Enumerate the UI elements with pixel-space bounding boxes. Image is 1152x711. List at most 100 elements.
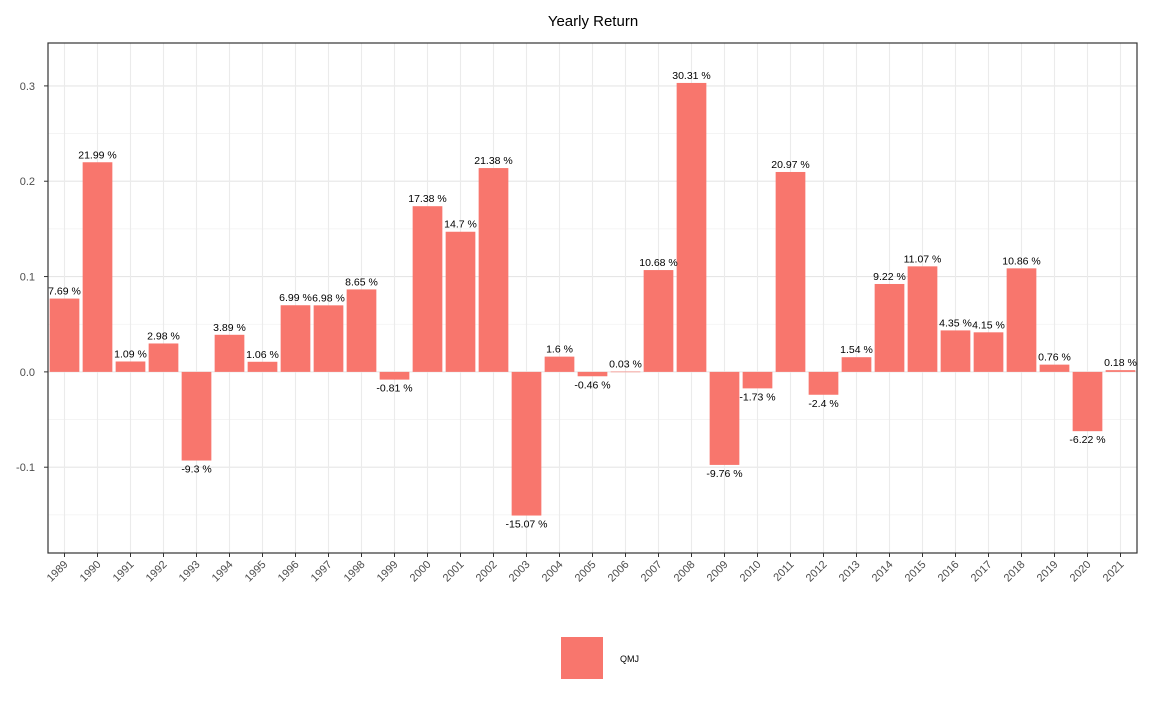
x-tick-label-2016: 2016 bbox=[936, 559, 962, 585]
data-label-1994: 3.89 % bbox=[213, 322, 246, 334]
grid-lines bbox=[48, 43, 1137, 553]
x-tick-label-2008: 2008 bbox=[672, 559, 698, 585]
bar-2013 bbox=[841, 357, 872, 372]
legend: QMJ bbox=[561, 637, 639, 679]
data-labels: 7.69 % 21.99 % 1.09 %2.98 % -9.3 % 3.89 % 1.0… bbox=[48, 70, 1137, 531]
x-tick-label-2021: 2021 bbox=[1101, 559, 1127, 585]
x-tick-label-1996: 1996 bbox=[276, 559, 302, 585]
x-tick-label-1991: 1991 bbox=[111, 559, 137, 585]
x-tick-label-2004: 2004 bbox=[540, 559, 566, 585]
data-label-2015: 11.07 % bbox=[904, 253, 942, 265]
data-label-2021: 0.18 % bbox=[1104, 357, 1137, 369]
bar-2018 bbox=[1006, 268, 1037, 372]
x-tick-label-2014: 2014 bbox=[870, 559, 896, 585]
bar-1998 bbox=[346, 289, 377, 372]
x-tick-label-2006: 2006 bbox=[606, 559, 632, 585]
data-label-2000: 17.38 % bbox=[408, 193, 447, 205]
data-label-2014: 9.22 % bbox=[873, 271, 906, 283]
x-tick-label-2017: 2017 bbox=[969, 559, 995, 585]
bar-2002 bbox=[478, 168, 509, 372]
bar-2017 bbox=[973, 332, 1004, 372]
bar-2021 bbox=[1105, 370, 1136, 372]
bar-series bbox=[49, 82, 1136, 516]
legend-key-qmj bbox=[561, 637, 603, 679]
bar-2019 bbox=[1039, 364, 1070, 372]
x-tick-label-2007: 2007 bbox=[639, 559, 665, 585]
data-label-2002: 21.38 % bbox=[474, 155, 513, 167]
y-tick-label: 0.2 bbox=[20, 176, 35, 188]
x-tick-label-2005: 2005 bbox=[573, 559, 599, 585]
data-label-1989: 7.69 % bbox=[48, 286, 81, 298]
bar-1991 bbox=[115, 361, 146, 372]
x-tick-label-2012: 2012 bbox=[804, 559, 830, 585]
data-label-1997: 6.98 % bbox=[312, 292, 345, 304]
x-tick-label-2001: 2001 bbox=[441, 559, 467, 585]
bar-2015 bbox=[907, 266, 938, 372]
bar-2011 bbox=[775, 171, 806, 372]
x-tick-label-1999: 1999 bbox=[375, 559, 401, 585]
bar-1989 bbox=[49, 298, 80, 372]
x-tick-label-2015: 2015 bbox=[903, 559, 929, 585]
x-tick-label-1990: 1990 bbox=[78, 559, 104, 585]
data-label-2019: 0.76 % bbox=[1038, 352, 1071, 364]
y-tick-label: -0.1 bbox=[16, 462, 35, 474]
bar-1994 bbox=[214, 334, 245, 372]
bar-2006 bbox=[610, 371, 641, 373]
x-tick-label-1989: 1989 bbox=[45, 559, 71, 585]
data-label-2011: 20.97 % bbox=[771, 159, 810, 171]
y-axis: -0.1 0.0 0.1 0.2 0.3 bbox=[16, 81, 48, 474]
data-label-2004: 1.6 % bbox=[546, 344, 573, 356]
bar-2009 bbox=[709, 371, 740, 465]
x-tick-label-1992: 1992 bbox=[144, 559, 170, 585]
data-label-1990: 21.99 % bbox=[78, 149, 117, 161]
x-tick-label-2003: 2003 bbox=[507, 559, 533, 585]
legend-label-qmj: QMJ bbox=[620, 654, 639, 664]
x-tick-label-2009: 2009 bbox=[705, 559, 731, 585]
data-label-2017: 4.15 % bbox=[972, 319, 1005, 331]
bar-2000 bbox=[412, 206, 443, 372]
data-label-2006: 0.03 % bbox=[609, 359, 642, 371]
data-label-2018: 10.86 % bbox=[1002, 255, 1041, 267]
bar-2003 bbox=[511, 371, 542, 516]
data-label-2013: 1.54 % bbox=[840, 344, 873, 356]
data-label-2005: -0.46 % bbox=[574, 379, 610, 391]
chart-title: Yearly Return bbox=[548, 13, 638, 30]
x-tick-label-1998: 1998 bbox=[342, 559, 368, 585]
bar-1997 bbox=[313, 305, 344, 372]
bar-2012 bbox=[808, 371, 839, 395]
data-label-2003: -15.07 % bbox=[505, 519, 547, 531]
x-tick-label-2018: 2018 bbox=[1002, 559, 1028, 585]
x-tick-label-2000: 2000 bbox=[408, 559, 434, 585]
y-tick-label: 0.3 bbox=[20, 81, 35, 93]
x-tick-label-1994: 1994 bbox=[210, 559, 236, 585]
x-axis: 1989 1990 1991 1992 1993 1994 1995 1996 1997 1998… bbox=[45, 553, 1127, 584]
bar-1993 bbox=[181, 371, 212, 461]
data-label-2008: 30.31 % bbox=[672, 70, 711, 82]
bar-2014 bbox=[874, 283, 905, 372]
bar-1992 bbox=[148, 343, 179, 372]
y-tick-label: 0.0 bbox=[20, 367, 35, 379]
data-label-1993: -9.3 % bbox=[181, 464, 211, 476]
bar-2020 bbox=[1072, 371, 1103, 432]
data-label-2020: -6.22 % bbox=[1069, 434, 1105, 446]
bar-2008 bbox=[676, 82, 707, 372]
bar-2001 bbox=[445, 231, 476, 372]
data-label-1991: 1.09 % bbox=[114, 348, 147, 360]
x-tick-label-1995: 1995 bbox=[243, 559, 269, 585]
data-label-2001: 14.7 % bbox=[444, 219, 477, 231]
x-tick-label-2011: 2011 bbox=[771, 559, 796, 584]
bar-1996 bbox=[280, 305, 311, 372]
data-label-1998: 8.65 % bbox=[345, 276, 378, 288]
bar-2007 bbox=[643, 270, 674, 372]
x-tick-label-2010: 2010 bbox=[738, 559, 764, 585]
x-tick-label-1997: 1997 bbox=[309, 559, 335, 585]
x-tick-label-1993: 1993 bbox=[177, 559, 203, 585]
bar-2005 bbox=[577, 371, 608, 377]
data-label-2007: 10.68 % bbox=[639, 257, 678, 269]
data-label-2009: -9.76 % bbox=[706, 468, 742, 480]
data-label-1999: -0.81 % bbox=[376, 383, 412, 395]
bar-2010 bbox=[742, 371, 773, 389]
data-label-2010: -1.73 % bbox=[739, 391, 775, 403]
x-tick-label-2002: 2002 bbox=[474, 559, 500, 585]
